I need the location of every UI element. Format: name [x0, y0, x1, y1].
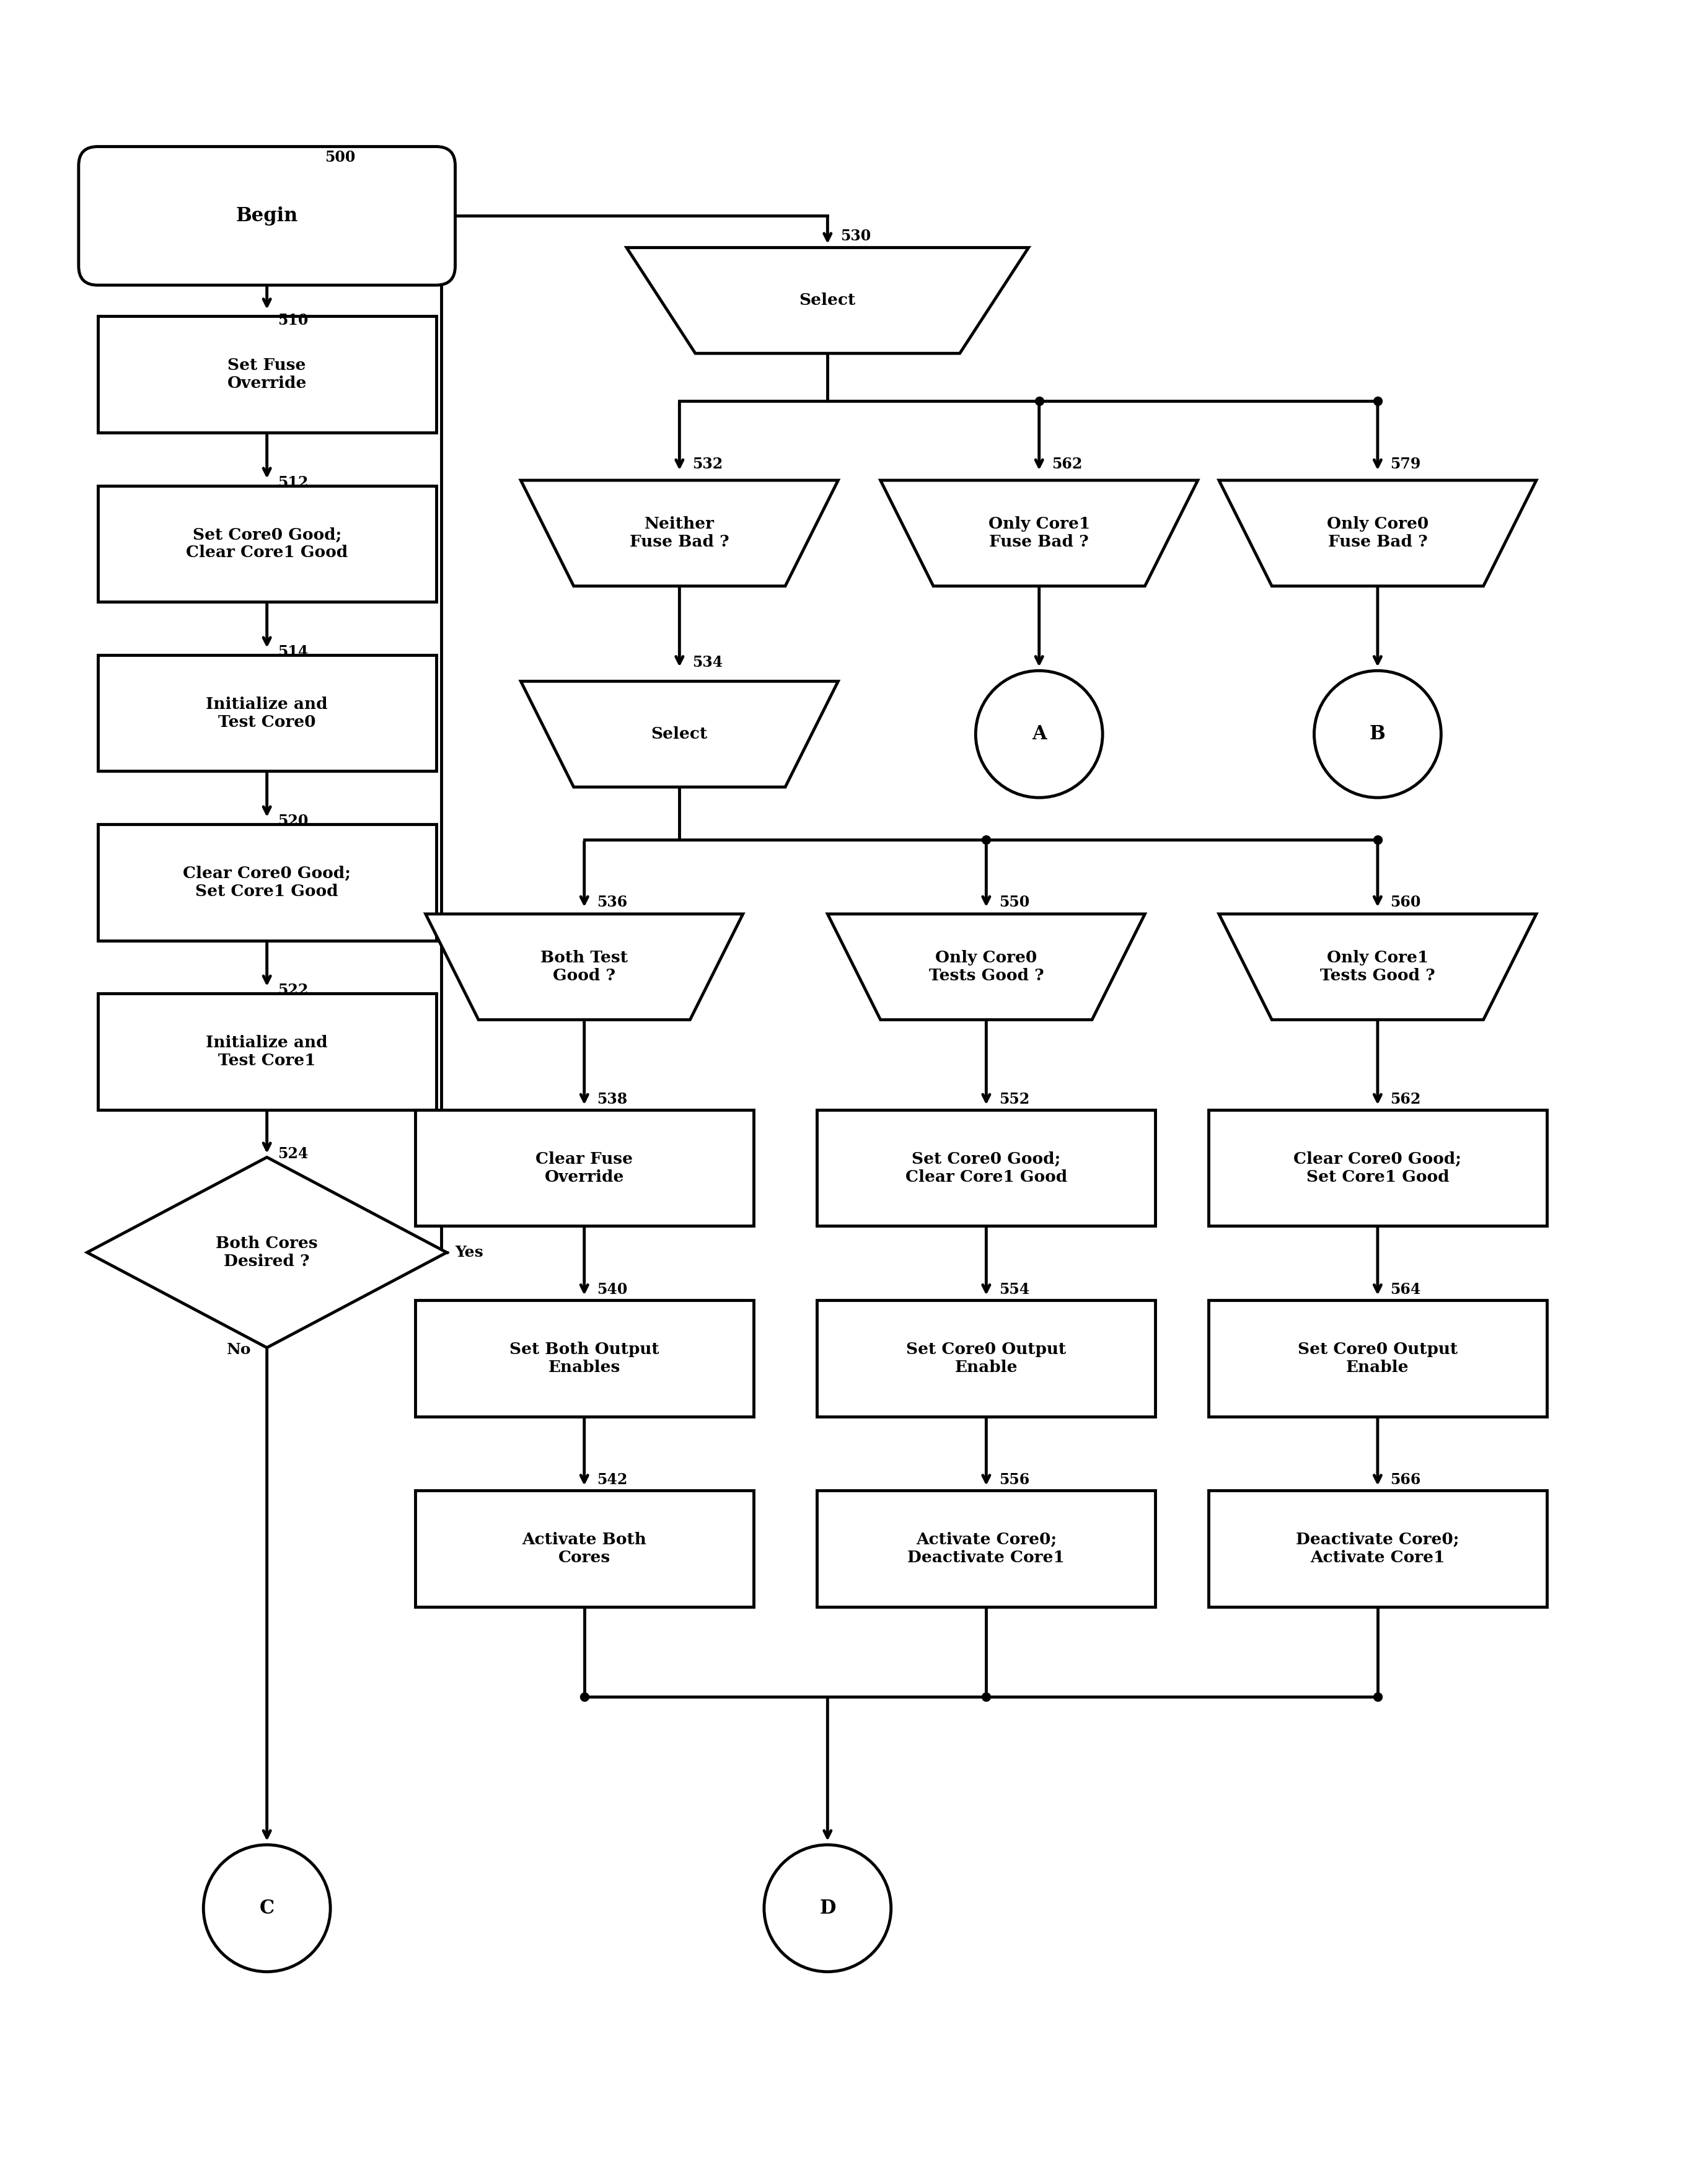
Text: 562: 562 [1390, 1091, 1421, 1106]
Text: Only Core0
Tests Good ?: Only Core0 Tests Good ? [929, 949, 1044, 984]
FancyBboxPatch shape [79, 146, 456, 285]
Text: 514: 514 [277, 644, 307, 660]
Text: Both Test
Good ?: Both Test Good ? [540, 949, 629, 984]
Bar [415, 1491, 753, 1607]
Polygon shape [880, 481, 1197, 586]
Polygon shape [87, 1158, 447, 1348]
Text: 512: 512 [277, 475, 307, 490]
Circle shape [975, 671, 1103, 797]
Text: Only Core0
Fuse Bad ?: Only Core0 Fuse Bad ? [1327, 516, 1428, 551]
Bar [97, 993, 436, 1110]
Text: Select: Select [651, 727, 707, 742]
Text: 562: 562 [1052, 457, 1083, 472]
Text: 564: 564 [1390, 1282, 1421, 1297]
Text: 520: 520 [277, 814, 307, 829]
Circle shape [1313, 671, 1442, 797]
Text: Set Core0 Output
Enable: Set Core0 Output Enable [1298, 1341, 1457, 1376]
Text: 524: 524 [277, 1147, 307, 1163]
Bar [97, 485, 436, 601]
Circle shape [763, 1844, 892, 1972]
Bar [1208, 1300, 1547, 1417]
Text: 550: 550 [999, 895, 1030, 910]
Text: Select: Select [799, 292, 856, 309]
Bar [97, 316, 436, 433]
Text: 560: 560 [1390, 895, 1421, 910]
Text: Both Cores
Desired ?: Both Cores Desired ? [215, 1237, 318, 1269]
Text: 540: 540 [598, 1282, 627, 1297]
Text: Set Fuse
Override: Set Fuse Override [227, 357, 307, 392]
Bar [97, 655, 436, 771]
Bar [415, 1300, 753, 1417]
Text: 534: 534 [692, 655, 722, 671]
Polygon shape [521, 681, 839, 788]
Polygon shape [1220, 914, 1535, 1019]
Text: Only Core1
Fuse Bad ?: Only Core1 Fuse Bad ? [989, 516, 1090, 551]
Text: 510: 510 [277, 313, 307, 329]
Text: Set Core0 Good;
Clear Core1 Good: Set Core0 Good; Clear Core1 Good [186, 527, 348, 559]
Text: Begin: Begin [236, 207, 297, 226]
Polygon shape [1220, 481, 1535, 586]
Text: 538: 538 [598, 1091, 627, 1106]
Text: 530: 530 [840, 229, 871, 244]
Text: 579: 579 [1390, 457, 1421, 472]
Text: Initialize and
Test Core0: Initialize and Test Core0 [207, 697, 328, 729]
Text: 552: 552 [999, 1091, 1030, 1106]
Polygon shape [828, 914, 1144, 1019]
Bar [816, 1300, 1156, 1417]
Text: 542: 542 [598, 1472, 627, 1487]
Text: Clear Core0 Good;
Set Core1 Good: Clear Core0 Good; Set Core1 Good [1293, 1152, 1462, 1184]
Text: 500: 500 [325, 150, 355, 165]
Text: Set Both Output
Enables: Set Both Output Enables [509, 1341, 659, 1376]
Text: Only Core1
Tests Good ?: Only Core1 Tests Good ? [1320, 949, 1435, 984]
Text: 566: 566 [1390, 1472, 1421, 1487]
Bar [97, 825, 436, 940]
Polygon shape [425, 914, 743, 1019]
Text: Deactivate Core0;
Activate Core1: Deactivate Core0; Activate Core1 [1296, 1533, 1459, 1565]
Polygon shape [627, 248, 1028, 353]
Text: C: C [260, 1898, 275, 1918]
Text: B: B [1370, 725, 1385, 745]
Bar [816, 1110, 1156, 1226]
Text: 532: 532 [692, 457, 722, 472]
Text: 536: 536 [598, 895, 627, 910]
Text: Activate Both
Cores: Activate Both Cores [523, 1533, 647, 1565]
Text: Clear Fuse
Override: Clear Fuse Override [536, 1152, 634, 1184]
Text: 556: 556 [999, 1472, 1030, 1487]
Text: Activate Core0;
Deactivate Core1: Activate Core0; Deactivate Core1 [907, 1533, 1064, 1565]
Text: Clear Core0 Good;
Set Core1 Good: Clear Core0 Good; Set Core1 Good [183, 866, 350, 899]
Text: Yes: Yes [456, 1245, 483, 1260]
Text: D: D [820, 1898, 835, 1918]
Bar [415, 1110, 753, 1226]
Bar [1208, 1110, 1547, 1226]
Bar [1208, 1491, 1547, 1607]
Text: No: No [227, 1343, 251, 1356]
Text: Neither
Fuse Bad ?: Neither Fuse Bad ? [630, 516, 729, 551]
Text: 554: 554 [999, 1282, 1030, 1297]
Text: 522: 522 [277, 982, 307, 997]
Polygon shape [521, 481, 839, 586]
Text: A: A [1032, 725, 1047, 745]
Bar [816, 1491, 1156, 1607]
Circle shape [203, 1844, 330, 1972]
Text: Set Core0 Output
Enable: Set Core0 Output Enable [907, 1341, 1066, 1376]
Text: Initialize and
Test Core1: Initialize and Test Core1 [207, 1034, 328, 1069]
Text: Set Core0 Good;
Clear Core1 Good: Set Core0 Good; Clear Core1 Good [905, 1152, 1068, 1184]
